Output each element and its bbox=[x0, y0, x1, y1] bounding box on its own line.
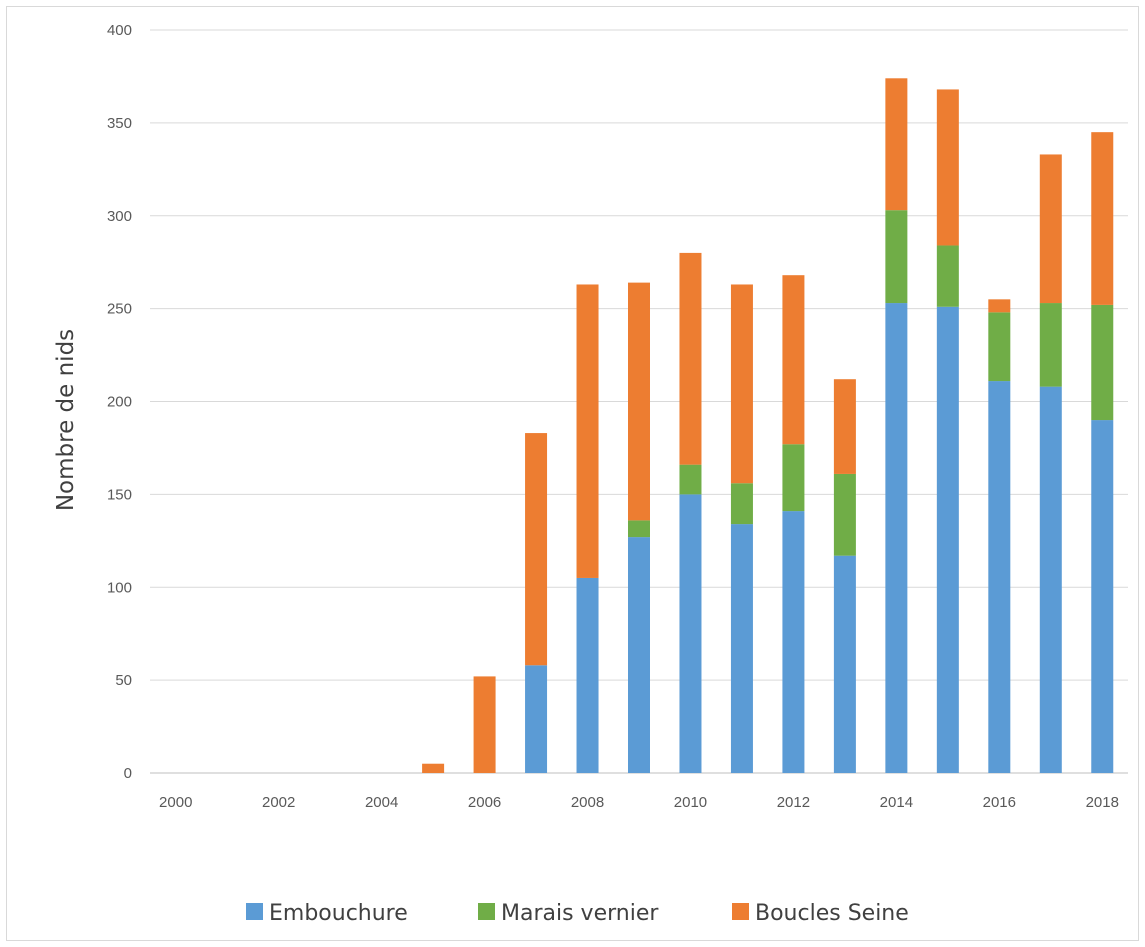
x-tick-label: 2002 bbox=[262, 794, 295, 811]
bar-marais-vernier-2013 bbox=[833, 473, 856, 556]
bar-boucles-seine-2013 bbox=[833, 379, 856, 474]
y-tick-label: 250 bbox=[107, 301, 132, 318]
bar-marais-vernier-2012 bbox=[782, 444, 805, 512]
bar-boucles-seine-2016 bbox=[988, 299, 1011, 313]
bar-embouchure-2009 bbox=[628, 537, 650, 773]
bar-embouchure-2008 bbox=[576, 577, 599, 773]
bar-boucles-seine-2017 bbox=[1039, 154, 1062, 304]
x-tick-labels: 2000 2002 2004 2006 2008 2010 2012 2014 2016 2018 bbox=[159, 794, 1119, 811]
bar-marais-vernier-2010 bbox=[679, 464, 702, 495]
y-tick-label: 150 bbox=[107, 486, 132, 503]
bar-marais-vernier-2018 bbox=[1091, 304, 1114, 421]
bar-embouchure-2015 bbox=[936, 306, 959, 773]
bar-embouchure-2018 bbox=[1091, 420, 1114, 773]
bar-boucles-seine-2015 bbox=[936, 89, 959, 246]
bar-boucles-seine-2008 bbox=[576, 284, 599, 578]
bar-embouchure-2010 bbox=[679, 494, 702, 773]
x-tick-label: 2004 bbox=[365, 794, 398, 811]
y-axis-label: Nombre de nids bbox=[53, 329, 79, 511]
bar-marais-vernier-2016 bbox=[988, 312, 1011, 382]
legend: Embouchure Marais vernier Boucles Seine bbox=[246, 901, 909, 926]
y-tick-label: 200 bbox=[107, 394, 132, 411]
bar-embouchure-2017 bbox=[1039, 386, 1062, 773]
bar-marais-vernier-2009 bbox=[628, 520, 650, 538]
legend-swatch bbox=[732, 903, 749, 920]
y-tick-label: 350 bbox=[107, 115, 132, 132]
x-tick-label: 2008 bbox=[571, 794, 604, 811]
x-tick-label: 2014 bbox=[880, 794, 913, 811]
y-tick-label: 400 bbox=[107, 22, 132, 39]
bar-marais-vernier-2015 bbox=[936, 245, 959, 307]
x-tick-label: 2000 bbox=[159, 794, 192, 811]
y-tick-label: 100 bbox=[107, 579, 132, 596]
bar-boucles-seine-2007 bbox=[525, 433, 548, 666]
legend-label: Marais vernier bbox=[501, 901, 659, 926]
bar-boucles-seine-2011 bbox=[730, 284, 753, 484]
bar-embouchure-2007 bbox=[525, 665, 548, 773]
bar-marais-vernier-2011 bbox=[730, 483, 753, 525]
bar-embouchure-2016 bbox=[988, 381, 1011, 773]
bar-embouchure-2013 bbox=[833, 555, 856, 773]
bars bbox=[422, 78, 1114, 773]
bar-boucles-seine-2006 bbox=[473, 676, 496, 773]
bar-marais-vernier-2014 bbox=[885, 210, 908, 304]
legend-swatch bbox=[246, 903, 263, 920]
bar-boucles-seine-2009 bbox=[628, 282, 650, 521]
legend-label: Embouchure bbox=[269, 901, 408, 926]
x-tick-label: 2016 bbox=[983, 794, 1016, 811]
y-tick-labels: 0 50 100 150 200 250 300 350 400 bbox=[107, 22, 132, 782]
x-tick-label: 2012 bbox=[777, 794, 810, 811]
bar-boucles-seine-2005 bbox=[422, 763, 445, 773]
bar-boucles-seine-2018 bbox=[1091, 132, 1114, 305]
bar-boucles-seine-2012 bbox=[782, 275, 805, 445]
bar-embouchure-2012 bbox=[782, 511, 805, 773]
y-tick-label: 300 bbox=[107, 208, 132, 225]
x-tick-label: 2006 bbox=[468, 794, 501, 811]
bar-boucles-seine-2010 bbox=[679, 252, 702, 465]
legend-label: Boucles Seine bbox=[755, 901, 909, 926]
bar-embouchure-2011 bbox=[730, 524, 753, 773]
y-tick-label: 50 bbox=[115, 672, 132, 689]
x-tick-label: 2010 bbox=[674, 794, 707, 811]
bar-marais-vernier-2017 bbox=[1039, 303, 1062, 387]
legend-swatch bbox=[478, 903, 495, 920]
x-tick-label: 2018 bbox=[1086, 794, 1119, 811]
bar-embouchure-2014 bbox=[885, 303, 908, 773]
bar-boucles-seine-2014 bbox=[885, 78, 908, 211]
y-tick-label: 0 bbox=[124, 765, 132, 782]
